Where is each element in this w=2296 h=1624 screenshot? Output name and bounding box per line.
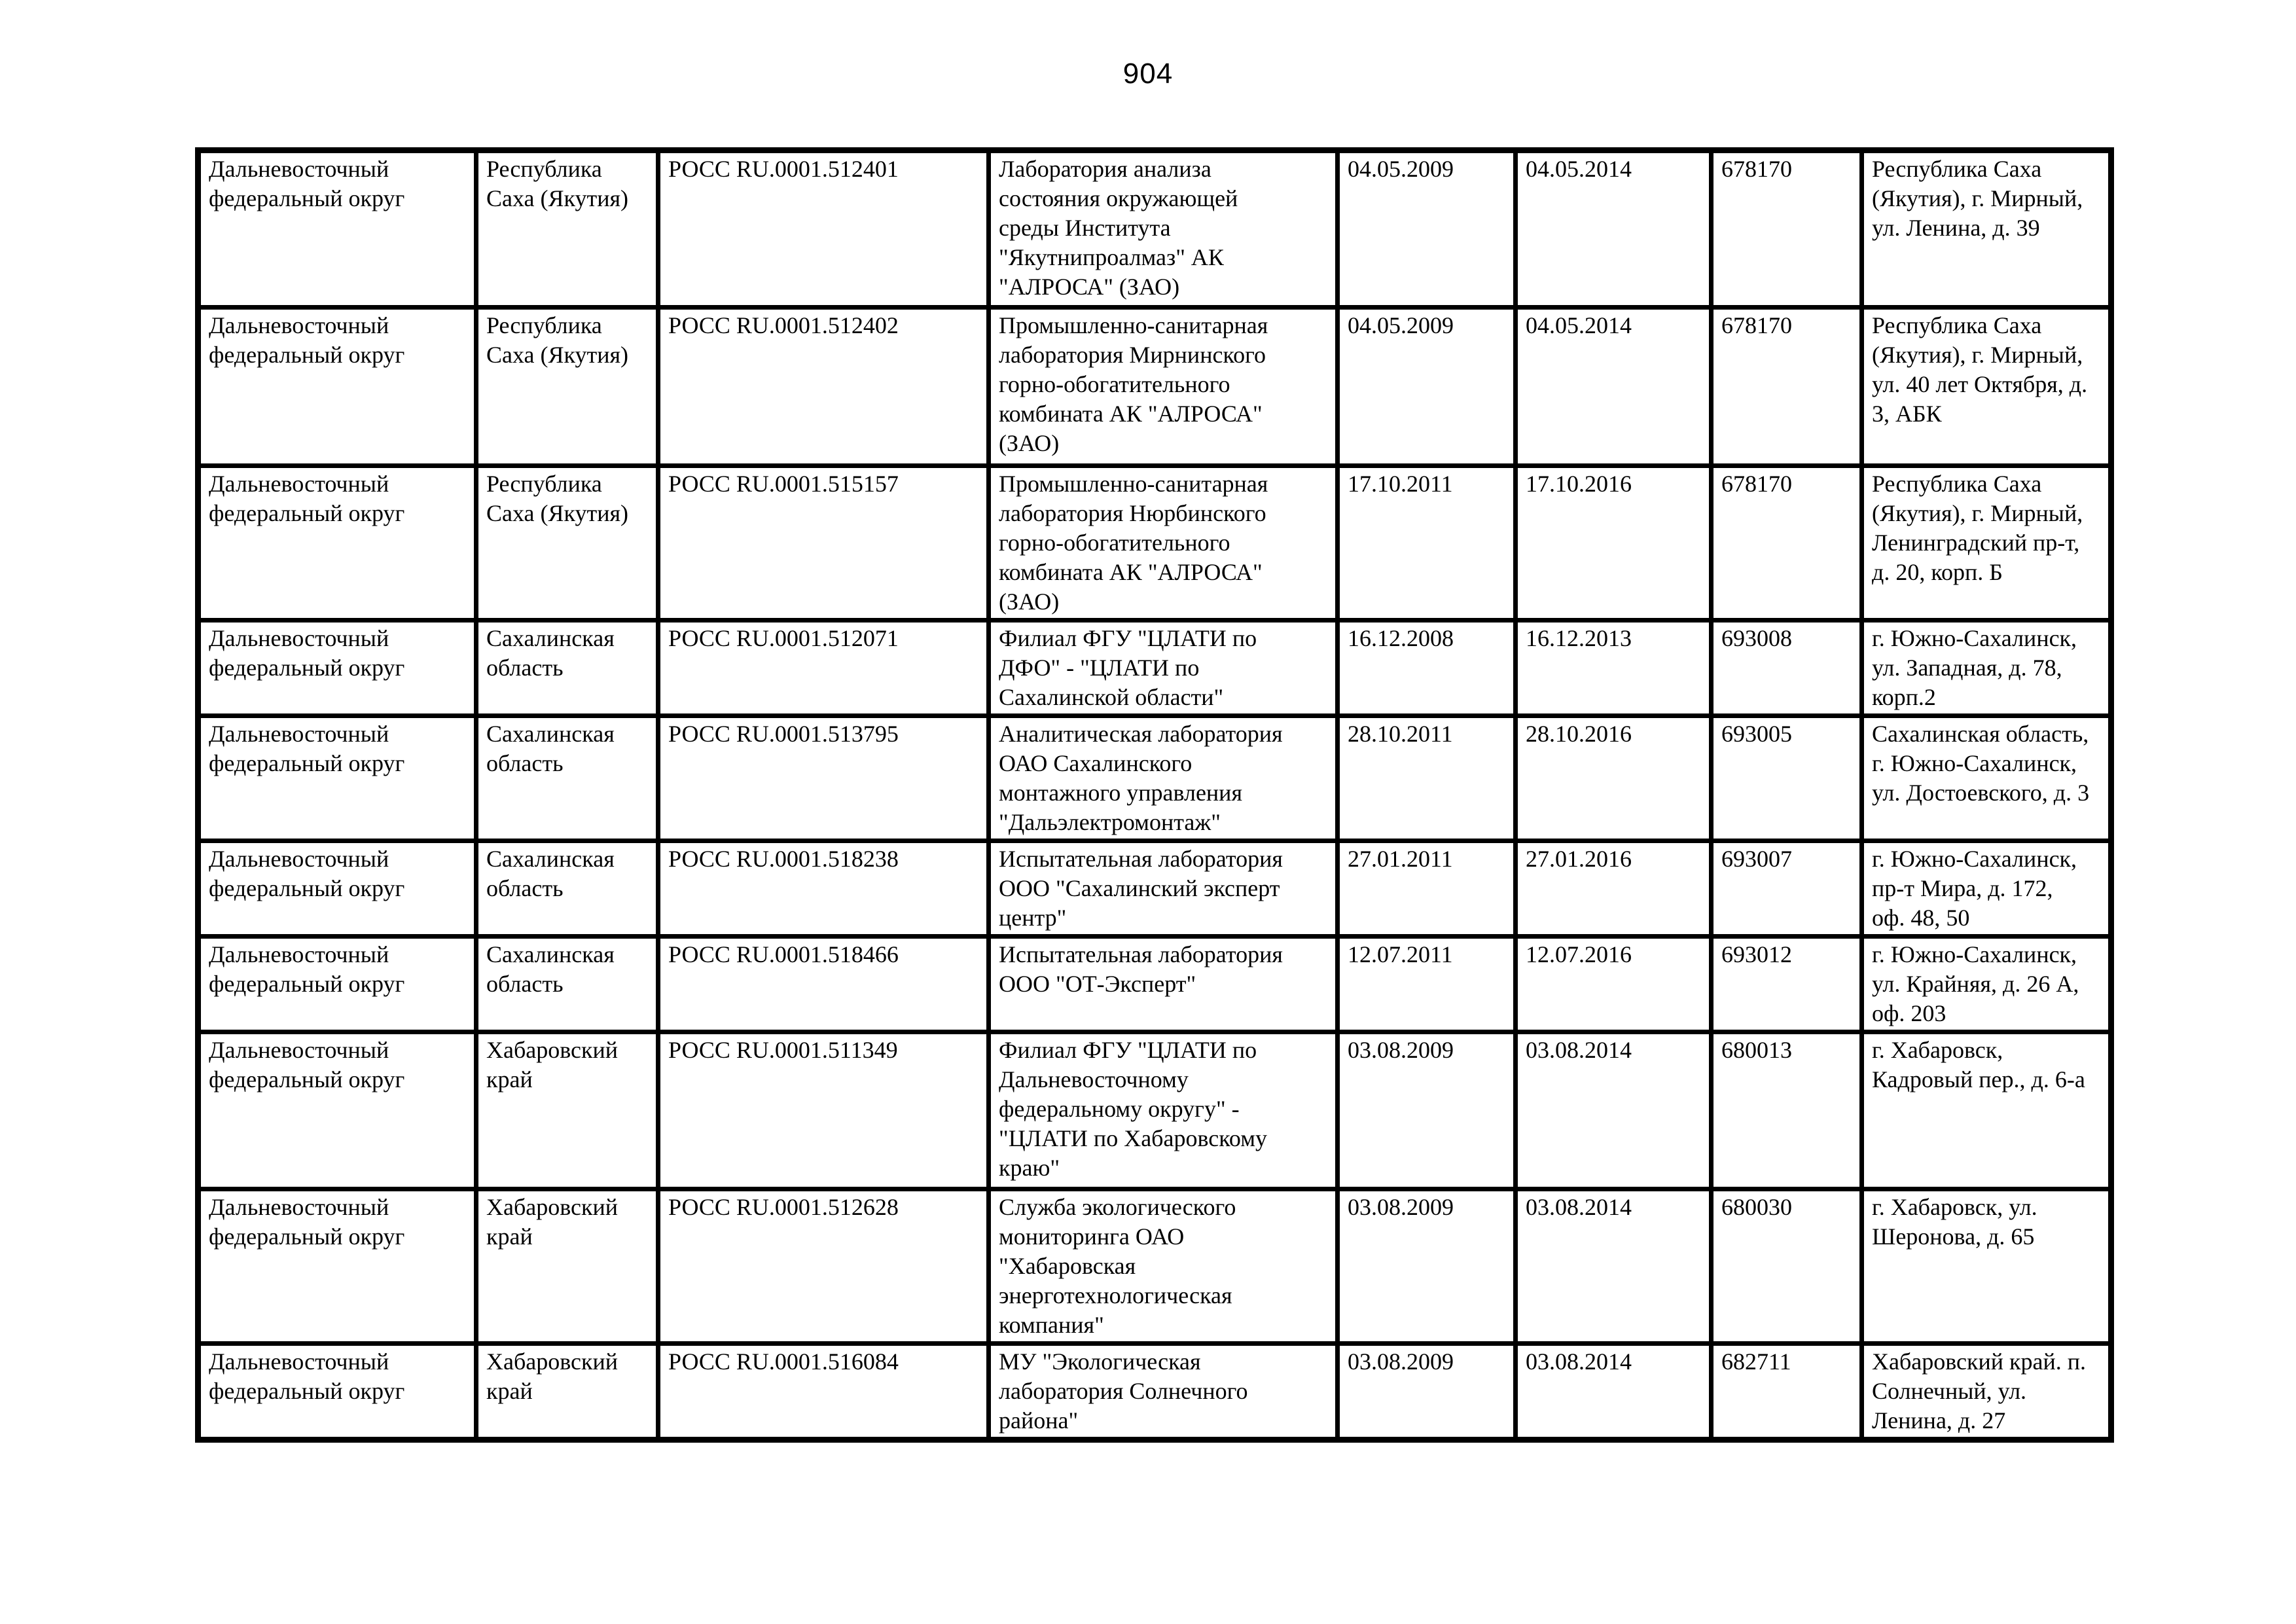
- table-row: Дальневосточный федеральный округ Сахалин…: [196, 713, 2113, 843]
- cell-district: Дальневосточный федеральный округ: [196, 618, 478, 718]
- table-row: Дальневосточный федеральный округ Хабаров…: [196, 1187, 2113, 1346]
- cell-laboratory: Промышленно-санитарная лаборатория Нюрби…: [986, 463, 1340, 623]
- cell-code: РОСС RU.0001.518466: [656, 934, 991, 1034]
- cell-postal-code: 680013: [1709, 1030, 1864, 1191]
- cell-code: РОСС RU.0001.513795: [656, 713, 991, 843]
- cell-valid-from: 17.10.2011: [1335, 463, 1518, 623]
- cell-region: Сахалинская область: [474, 839, 660, 939]
- table-row: Дальневосточный федеральный округ Республ…: [196, 305, 2113, 468]
- cell-valid-from: 03.08.2009: [1335, 1030, 1518, 1191]
- cell-district: Дальневосточный федеральный округ: [196, 148, 478, 310]
- cell-valid-to: 04.05.2014: [1513, 148, 1713, 310]
- cell-address: г. Южно-Сахалинск, пр-т Мира, д. 172, оф…: [1859, 839, 2113, 939]
- accreditation-table: Дальневосточный федеральный округ Республ…: [195, 147, 2114, 1443]
- cell-valid-from: 16.12.2008: [1335, 618, 1518, 718]
- cell-district: Дальневосточный федеральный округ: [196, 463, 478, 623]
- cell-region: Сахалинская область: [474, 713, 660, 843]
- cell-postal-code: 693005: [1709, 713, 1864, 843]
- cell-valid-to: 03.08.2014: [1513, 1187, 1713, 1346]
- cell-address: г. Хабаровск, ул. Шеронова, д. 65: [1859, 1187, 2113, 1346]
- cell-postal-code: 693008: [1709, 618, 1864, 718]
- cell-laboratory: МУ "Экологическая лаборатория Солнечного…: [986, 1341, 1340, 1442]
- cell-region: Хабаровский край: [474, 1187, 660, 1346]
- cell-postal-code: 680030: [1709, 1187, 1864, 1346]
- cell-valid-from: 12.07.2011: [1335, 934, 1518, 1034]
- page-number: 904: [1122, 58, 1174, 90]
- cell-code: РОСС RU.0001.512628: [656, 1187, 991, 1346]
- cell-district: Дальневосточный федеральный округ: [196, 839, 478, 939]
- cell-valid-to: 27.01.2016: [1513, 839, 1713, 939]
- cell-laboratory: Филиал ФГУ "ЦЛАТИ по ДФО" - "ЦЛАТИ по Са…: [986, 618, 1340, 718]
- cell-code: РОСС RU.0001.518238: [656, 839, 991, 939]
- cell-postal-code: 693012: [1709, 934, 1864, 1034]
- cell-code: РОСС RU.0001.515157: [656, 463, 991, 623]
- cell-address: Сахалинская область, г. Южно-Сахалинск, …: [1859, 713, 2113, 843]
- cell-code: РОСС RU.0001.516084: [656, 1341, 991, 1442]
- cell-postal-code: 678170: [1709, 463, 1864, 623]
- cell-district: Дальневосточный федеральный округ: [196, 1341, 478, 1442]
- cell-region: Республика Саха (Якутия): [474, 148, 660, 310]
- table-row: Дальневосточный федеральный округ Республ…: [196, 463, 2113, 623]
- cell-address: Республика Саха (Якутия), г. Мирный, ул.…: [1859, 305, 2113, 468]
- cell-valid-to: 17.10.2016: [1513, 463, 1713, 623]
- cell-code: РОСС RU.0001.512402: [656, 305, 991, 468]
- cell-valid-to: 03.08.2014: [1513, 1030, 1713, 1191]
- cell-address: г. Хабаровск, Кадровый пер., д. 6-а: [1859, 1030, 2113, 1191]
- cell-district: Дальневосточный федеральный округ: [196, 1030, 478, 1191]
- cell-laboratory: Филиал ФГУ "ЦЛАТИ по Дальневосточному фе…: [986, 1030, 1340, 1191]
- cell-code: РОСС RU.0001.512071: [656, 618, 991, 718]
- cell-laboratory: Испытательная лаборатория ООО "ОТ-Экспер…: [986, 934, 1340, 1034]
- cell-laboratory: Лаборатория анализа состояния окружающей…: [986, 148, 1340, 310]
- cell-region: Сахалинская область: [474, 934, 660, 1034]
- table-row: Дальневосточный федеральный округ Сахалин…: [196, 934, 2113, 1034]
- cell-district: Дальневосточный федеральный округ: [196, 713, 478, 843]
- cell-region: Хабаровский край: [474, 1030, 660, 1191]
- cell-valid-from: 28.10.2011: [1335, 713, 1518, 843]
- table-row: Дальневосточный федеральный округ Хабаров…: [196, 1030, 2113, 1191]
- table-row: Дальневосточный федеральный округ Республ…: [196, 148, 2113, 310]
- cell-valid-from: 03.08.2009: [1335, 1187, 1518, 1346]
- cell-postal-code: 682711: [1709, 1341, 1864, 1442]
- cell-address: г. Южно-Сахалинск, ул. Крайняя, д. 26 А,…: [1859, 934, 2113, 1034]
- accreditation-table-body: Дальневосточный федеральный округ Республ…: [196, 148, 2113, 1442]
- cell-valid-to: 12.07.2016: [1513, 934, 1713, 1034]
- cell-laboratory: Служба экологического мониторинга ОАО "Х…: [986, 1187, 1340, 1346]
- cell-postal-code: 693007: [1709, 839, 1864, 939]
- cell-address: Хабаровский край. п. Солнечный, ул. Лени…: [1859, 1341, 2113, 1442]
- table-row: Дальневосточный федеральный округ Сахалин…: [196, 839, 2113, 939]
- cell-code: РОСС RU.0001.512401: [656, 148, 991, 310]
- cell-region: Республика Саха (Якутия): [474, 463, 660, 623]
- cell-valid-to: 28.10.2016: [1513, 713, 1713, 843]
- cell-valid-to: 03.08.2014: [1513, 1341, 1713, 1442]
- cell-address: Республика Саха (Якутия), г. Мирный, Лен…: [1859, 463, 2113, 623]
- cell-valid-to: 04.05.2014: [1513, 305, 1713, 468]
- cell-laboratory: Промышленно-санитарная лаборатория Мирни…: [986, 305, 1340, 468]
- cell-code: РОСС RU.0001.511349: [656, 1030, 991, 1191]
- cell-region: Сахалинская область: [474, 618, 660, 718]
- cell-district: Дальневосточный федеральный округ: [196, 305, 478, 468]
- cell-district: Дальневосточный федеральный округ: [196, 1187, 478, 1346]
- table-row: Дальневосточный федеральный округ Хабаров…: [196, 1341, 2113, 1442]
- cell-valid-to: 16.12.2013: [1513, 618, 1713, 718]
- cell-postal-code: 678170: [1709, 305, 1864, 468]
- cell-valid-from: 03.08.2009: [1335, 1341, 1518, 1442]
- cell-laboratory: Испытательная лаборатория ООО "Сахалинск…: [986, 839, 1340, 939]
- cell-valid-from: 04.05.2009: [1335, 305, 1518, 468]
- cell-address: Республика Саха (Якутия), г. Мирный, ул.…: [1859, 148, 2113, 310]
- cell-address: г. Южно-Сахалинск, ул. Западная, д. 78, …: [1859, 618, 2113, 718]
- cell-region: Хабаровский край: [474, 1341, 660, 1442]
- cell-district: Дальневосточный федеральный округ: [196, 934, 478, 1034]
- table-row: Дальневосточный федеральный округ Сахалин…: [196, 618, 2113, 718]
- cell-valid-from: 04.05.2009: [1335, 148, 1518, 310]
- cell-postal-code: 678170: [1709, 148, 1864, 310]
- cell-region: Республика Саха (Якутия): [474, 305, 660, 468]
- cell-laboratory: Аналитическая лаборатория ОАО Сахалинско…: [986, 713, 1340, 843]
- cell-valid-from: 27.01.2011: [1335, 839, 1518, 939]
